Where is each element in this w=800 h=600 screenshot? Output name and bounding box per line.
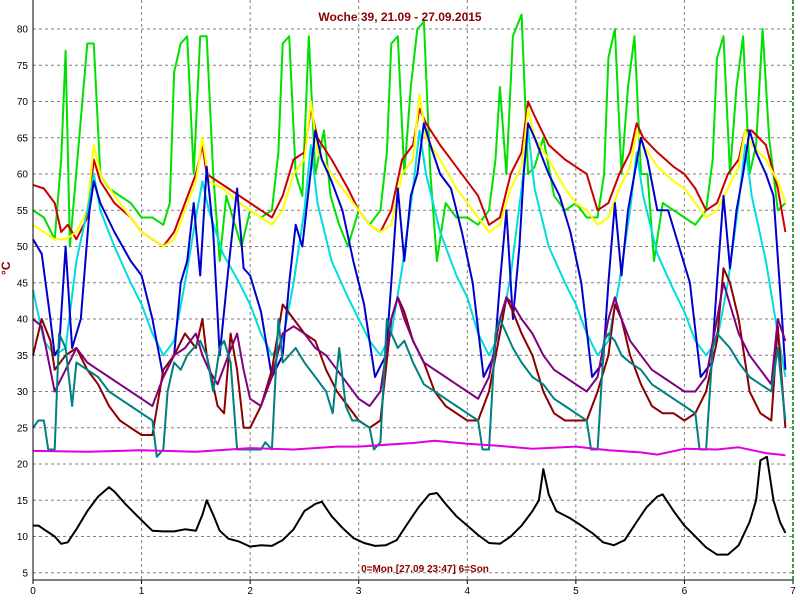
chart-title: Woche 39, 21.09 - 27.09.2015 — [318, 10, 482, 24]
y-tick-label: 30 — [17, 387, 29, 398]
y-tick-label: 15 — [17, 496, 29, 507]
x-tick-label: 0 — [30, 586, 36, 597]
y-tick-label: 10 — [17, 532, 29, 543]
y-tick-label: 75 — [17, 61, 29, 72]
x-tick-label: 7 — [790, 586, 796, 597]
y-tick-label: 70 — [17, 97, 29, 108]
series-line — [33, 455, 787, 556]
y-axis-label: °C — [0, 261, 13, 275]
x-tick-label: 5 — [573, 586, 579, 597]
x-tick-label: 1 — [139, 586, 145, 597]
y-tick-label: 5 — [22, 568, 28, 579]
x-tick-label: 4 — [465, 586, 471, 597]
x-tick-label: 6 — [682, 586, 688, 597]
y-tick-label: 40 — [17, 315, 29, 326]
y-tick-label: 35 — [17, 351, 29, 362]
y-tick-label: 20 — [17, 460, 29, 471]
series-line — [32, 318, 787, 458]
y-tick-label: 45 — [17, 278, 29, 289]
y-tick-label: 60 — [17, 170, 29, 181]
series-lines — [32, 13, 787, 556]
y-tick-label: 65 — [17, 133, 29, 144]
x-tick-label: 2 — [247, 586, 253, 597]
x-tick-label: 3 — [356, 586, 362, 597]
y-tick-label: 50 — [17, 242, 29, 253]
series-line — [32, 267, 787, 436]
series-line — [32, 281, 787, 407]
y-tick-label: 25 — [17, 423, 29, 434]
series-line — [32, 439, 786, 457]
y-tick-label: 55 — [17, 206, 29, 217]
series-line — [32, 93, 787, 248]
y-tick-label: 80 — [17, 25, 29, 36]
x-axis-label: 0=Mon [27.09 23:47] 6=Son — [361, 564, 489, 575]
series-line — [32, 13, 787, 262]
axes — [32, 0, 794, 584]
